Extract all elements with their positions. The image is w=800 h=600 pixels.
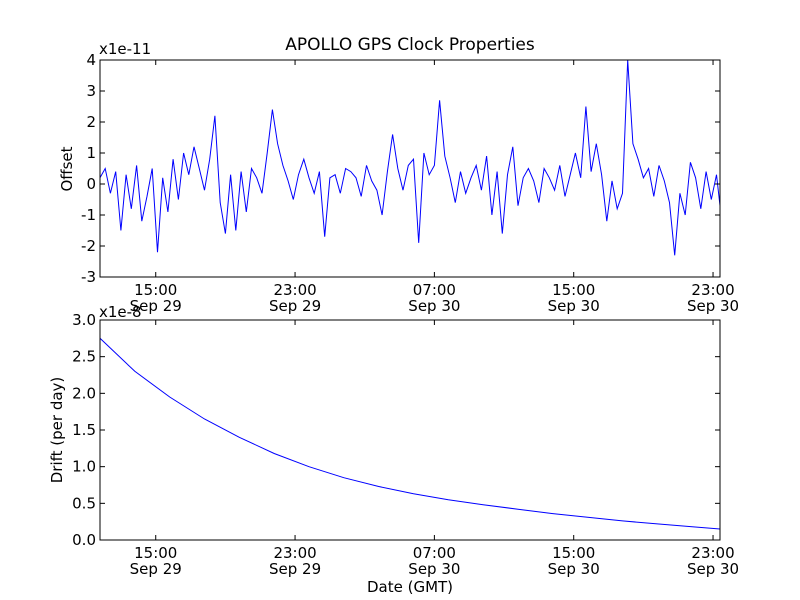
drift-y-tick-label: 2.5 (72, 348, 96, 366)
drift-y-tick-label: 1.0 (72, 458, 96, 476)
offset-x-tick-time: 23:00 (691, 281, 734, 299)
offset-series-line (99, 59, 721, 256)
drift-y-tick-label: 0.0 (72, 531, 96, 549)
offset-y-tick-label: -1 (81, 206, 96, 224)
offset-x-tick-date: Sep 29 (269, 297, 321, 315)
offset-x-tick-date: Sep 30 (408, 297, 460, 315)
offset-x-tick-date: Sep 30 (548, 297, 600, 315)
offset-y-tick-label: -3 (81, 268, 96, 286)
drift-x-tick-date: Sep 30 (408, 560, 460, 578)
drift-x-tick-time: 23:00 (273, 544, 316, 562)
drift-x-tick-time: 15:00 (134, 544, 177, 562)
drift-x-tick-time: 15:00 (552, 544, 595, 562)
offset-y-axis-label: Offset (58, 146, 76, 191)
offset-y-tick-label: 0 (86, 175, 96, 193)
drift-x-tick-date: Sep 30 (548, 560, 600, 578)
drift-series-line (99, 337, 721, 530)
offset-multiplier-label: x1e-11 (99, 40, 151, 58)
drift-y-tick-label: 3.0 (72, 311, 96, 329)
drift-plot: x1e-8 Drift (per day) 0.0 0.5 1.0 1.5 2.0 2.5… (48, 303, 739, 596)
offset-x-tick-time: 15:00 (552, 281, 595, 299)
offset-plot-frame (99, 59, 721, 278)
offset-y-tick-label: 3 (86, 82, 96, 100)
drift-x-tick-time: 07:00 (413, 544, 456, 562)
drift-y-tick-label: 1.5 (72, 421, 96, 439)
drift-y-tick-label: 2.0 (72, 384, 96, 402)
drift-plot-frame (99, 319, 721, 541)
x-axis-label: Date (GMT) (367, 578, 453, 596)
offset-y-ticks: -3 -2 -1 0 1 2 3 4 (81, 51, 720, 286)
offset-x-tick-time: 07:00 (413, 281, 456, 299)
offset-x-tick-time: 23:00 (273, 281, 316, 299)
drift-y-axis-label: Drift (per day) (48, 377, 66, 484)
drift-y-tick-label: 0.5 (72, 494, 96, 512)
offset-y-tick-label: 4 (86, 51, 96, 69)
offset-plot: APOLLO GPS Clock Properties x1e-11 Offse… (58, 35, 739, 315)
offset-x-tick-time: 15:00 (134, 281, 177, 299)
drift-series (99, 337, 721, 530)
offset-y-tick-label: 1 (86, 144, 96, 162)
drift-x-tick-date: Sep 30 (687, 560, 739, 578)
offset-y-tick-label: -2 (81, 237, 96, 255)
drift-x-tick-time: 23:00 (691, 544, 734, 562)
drift-multiplier-label: x1e-8 (99, 303, 142, 321)
offset-series (99, 59, 721, 256)
chart-title: APOLLO GPS Clock Properties (285, 35, 535, 55)
offset-x-tick-date: Sep 30 (687, 297, 739, 315)
offset-x-tick-date: Sep 29 (130, 297, 182, 315)
offset-y-tick-label: 2 (86, 113, 96, 131)
drift-x-tick-date: Sep 29 (269, 560, 321, 578)
drift-x-tick-date: Sep 29 (130, 560, 182, 578)
drift-y-ticks: 0.0 0.5 1.0 1.5 2.0 2.5 3.0 (72, 311, 720, 549)
